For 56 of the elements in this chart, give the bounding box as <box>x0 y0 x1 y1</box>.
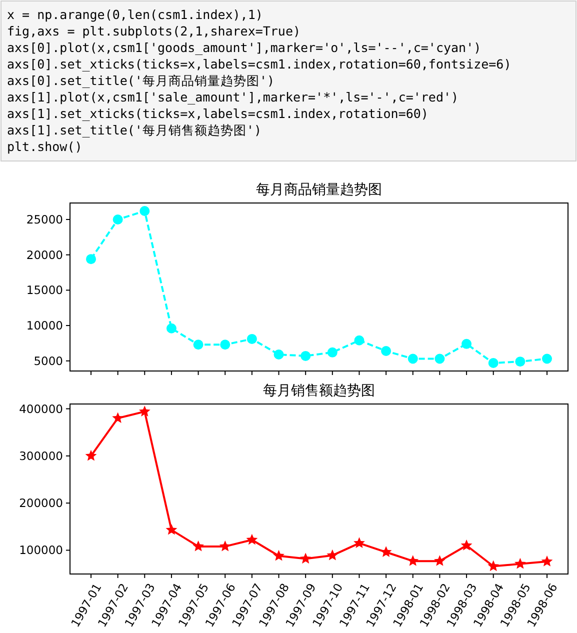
text: axs[1].plot(x,csm1['sale_amount'],marker='*',ls='-',c='red') <box>7 90 459 104</box>
y-tick-label: 200000 <box>19 496 63 510</box>
point <box>327 347 338 358</box>
point <box>488 560 500 572</box>
point <box>541 556 553 566</box>
point <box>274 350 284 360</box>
point <box>434 555 446 566</box>
point <box>112 214 123 224</box>
text: x = np.arange(0,len(csm1.index),1) <box>7 7 263 22</box>
text: axs[1].set_title('每月销售额趋势图') <box>7 122 262 138</box>
point <box>354 335 364 346</box>
point <box>542 354 552 364</box>
point <box>86 254 96 264</box>
y-tick-label: 20000 <box>26 248 63 262</box>
point <box>514 558 526 569</box>
text: axs[0].plot(x,csm1['goods_amount'],marker='o',ls='--',c='cyan') <box>7 40 482 55</box>
point <box>166 524 178 535</box>
point <box>300 350 311 361</box>
point <box>112 412 124 424</box>
point <box>460 540 472 550</box>
y-tick-label: 100000 <box>19 543 63 558</box>
point <box>220 340 230 350</box>
point <box>462 338 472 349</box>
chart-title: 每月销售额趋势图 <box>263 383 375 399</box>
text: fig,axs = plt.subplots(2,1,sharex=True) <box>7 24 300 38</box>
text: plt.show() <box>7 139 82 154</box>
point <box>138 406 150 416</box>
point <box>354 537 365 548</box>
point <box>219 540 231 552</box>
point <box>85 450 97 461</box>
point <box>193 340 204 350</box>
y-tick-label: 400000 <box>19 402 63 416</box>
point <box>407 555 419 566</box>
text: axs[0].set_title('每月商品销量趋势图') <box>7 73 275 88</box>
y-tick-label: 300000 <box>19 448 63 463</box>
y-tick-label: 5000 <box>34 354 63 368</box>
point <box>273 550 284 561</box>
chart-title: 每月商品销量趋势图 <box>256 182 382 198</box>
point <box>408 354 418 364</box>
y-tick-label: 10000 <box>26 318 63 333</box>
text: axs[0].set_xticks(ticks=x,labels=csm1.index,rotation=60,fontsize=6) <box>7 56 512 72</box>
point <box>246 534 258 545</box>
text: axs[1].set_xticks(ticks=x,labels=csm1.index,rotation=60) <box>7 106 428 121</box>
point <box>140 206 150 216</box>
point <box>434 354 445 364</box>
point <box>166 323 176 334</box>
point <box>515 356 526 367</box>
point <box>246 334 257 344</box>
point <box>300 552 312 564</box>
point <box>488 358 498 368</box>
y-tick-label: 15000 <box>26 283 63 298</box>
point <box>326 549 338 560</box>
point <box>192 540 204 552</box>
point <box>381 346 392 356</box>
point <box>380 546 392 557</box>
y-tick-label: 25000 <box>26 212 63 226</box>
